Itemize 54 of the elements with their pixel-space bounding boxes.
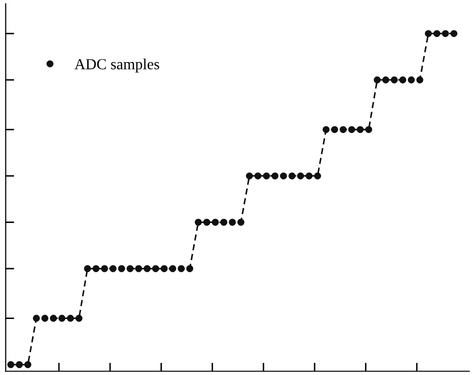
point bbox=[178, 265, 185, 272]
point bbox=[7, 361, 14, 368]
point bbox=[126, 265, 134, 272]
point bbox=[433, 30, 440, 38]
point bbox=[399, 76, 406, 84]
point bbox=[135, 265, 142, 272]
point bbox=[58, 314, 66, 322]
point bbox=[288, 172, 296, 180]
point bbox=[280, 172, 287, 180]
point bbox=[212, 218, 219, 226]
point bbox=[306, 172, 313, 180]
point bbox=[160, 265, 168, 272]
point bbox=[246, 172, 253, 180]
point bbox=[424, 30, 432, 38]
point bbox=[152, 265, 160, 272]
point bbox=[390, 76, 398, 84]
point bbox=[203, 218, 210, 226]
legend-label: ADC samples bbox=[74, 58, 160, 72]
point bbox=[237, 218, 244, 226]
point bbox=[228, 218, 236, 226]
point bbox=[450, 30, 458, 38]
point bbox=[84, 265, 91, 272]
point bbox=[186, 265, 194, 272]
point bbox=[16, 361, 23, 368]
point bbox=[92, 265, 100, 272]
point bbox=[340, 126, 347, 134]
point bbox=[331, 126, 338, 134]
point bbox=[356, 126, 364, 134]
point bbox=[169, 265, 176, 272]
point bbox=[194, 218, 202, 226]
point bbox=[24, 361, 32, 368]
point bbox=[254, 172, 262, 180]
point bbox=[220, 218, 228, 226]
point bbox=[374, 76, 381, 84]
point bbox=[322, 126, 330, 134]
point bbox=[271, 172, 278, 180]
point bbox=[365, 126, 372, 134]
point bbox=[118, 265, 126, 272]
point bbox=[297, 172, 304, 180]
point bbox=[50, 314, 57, 322]
point bbox=[262, 172, 270, 180]
point bbox=[144, 265, 151, 272]
point bbox=[32, 314, 40, 322]
point bbox=[41, 314, 48, 322]
point bbox=[442, 30, 449, 38]
point bbox=[348, 126, 356, 134]
point bbox=[110, 265, 117, 272]
point bbox=[66, 314, 74, 322]
point bbox=[382, 76, 390, 84]
point bbox=[76, 314, 82, 322]
point bbox=[416, 76, 424, 84]
point bbox=[314, 172, 322, 180]
point bbox=[101, 265, 108, 272]
point bbox=[408, 76, 415, 84]
